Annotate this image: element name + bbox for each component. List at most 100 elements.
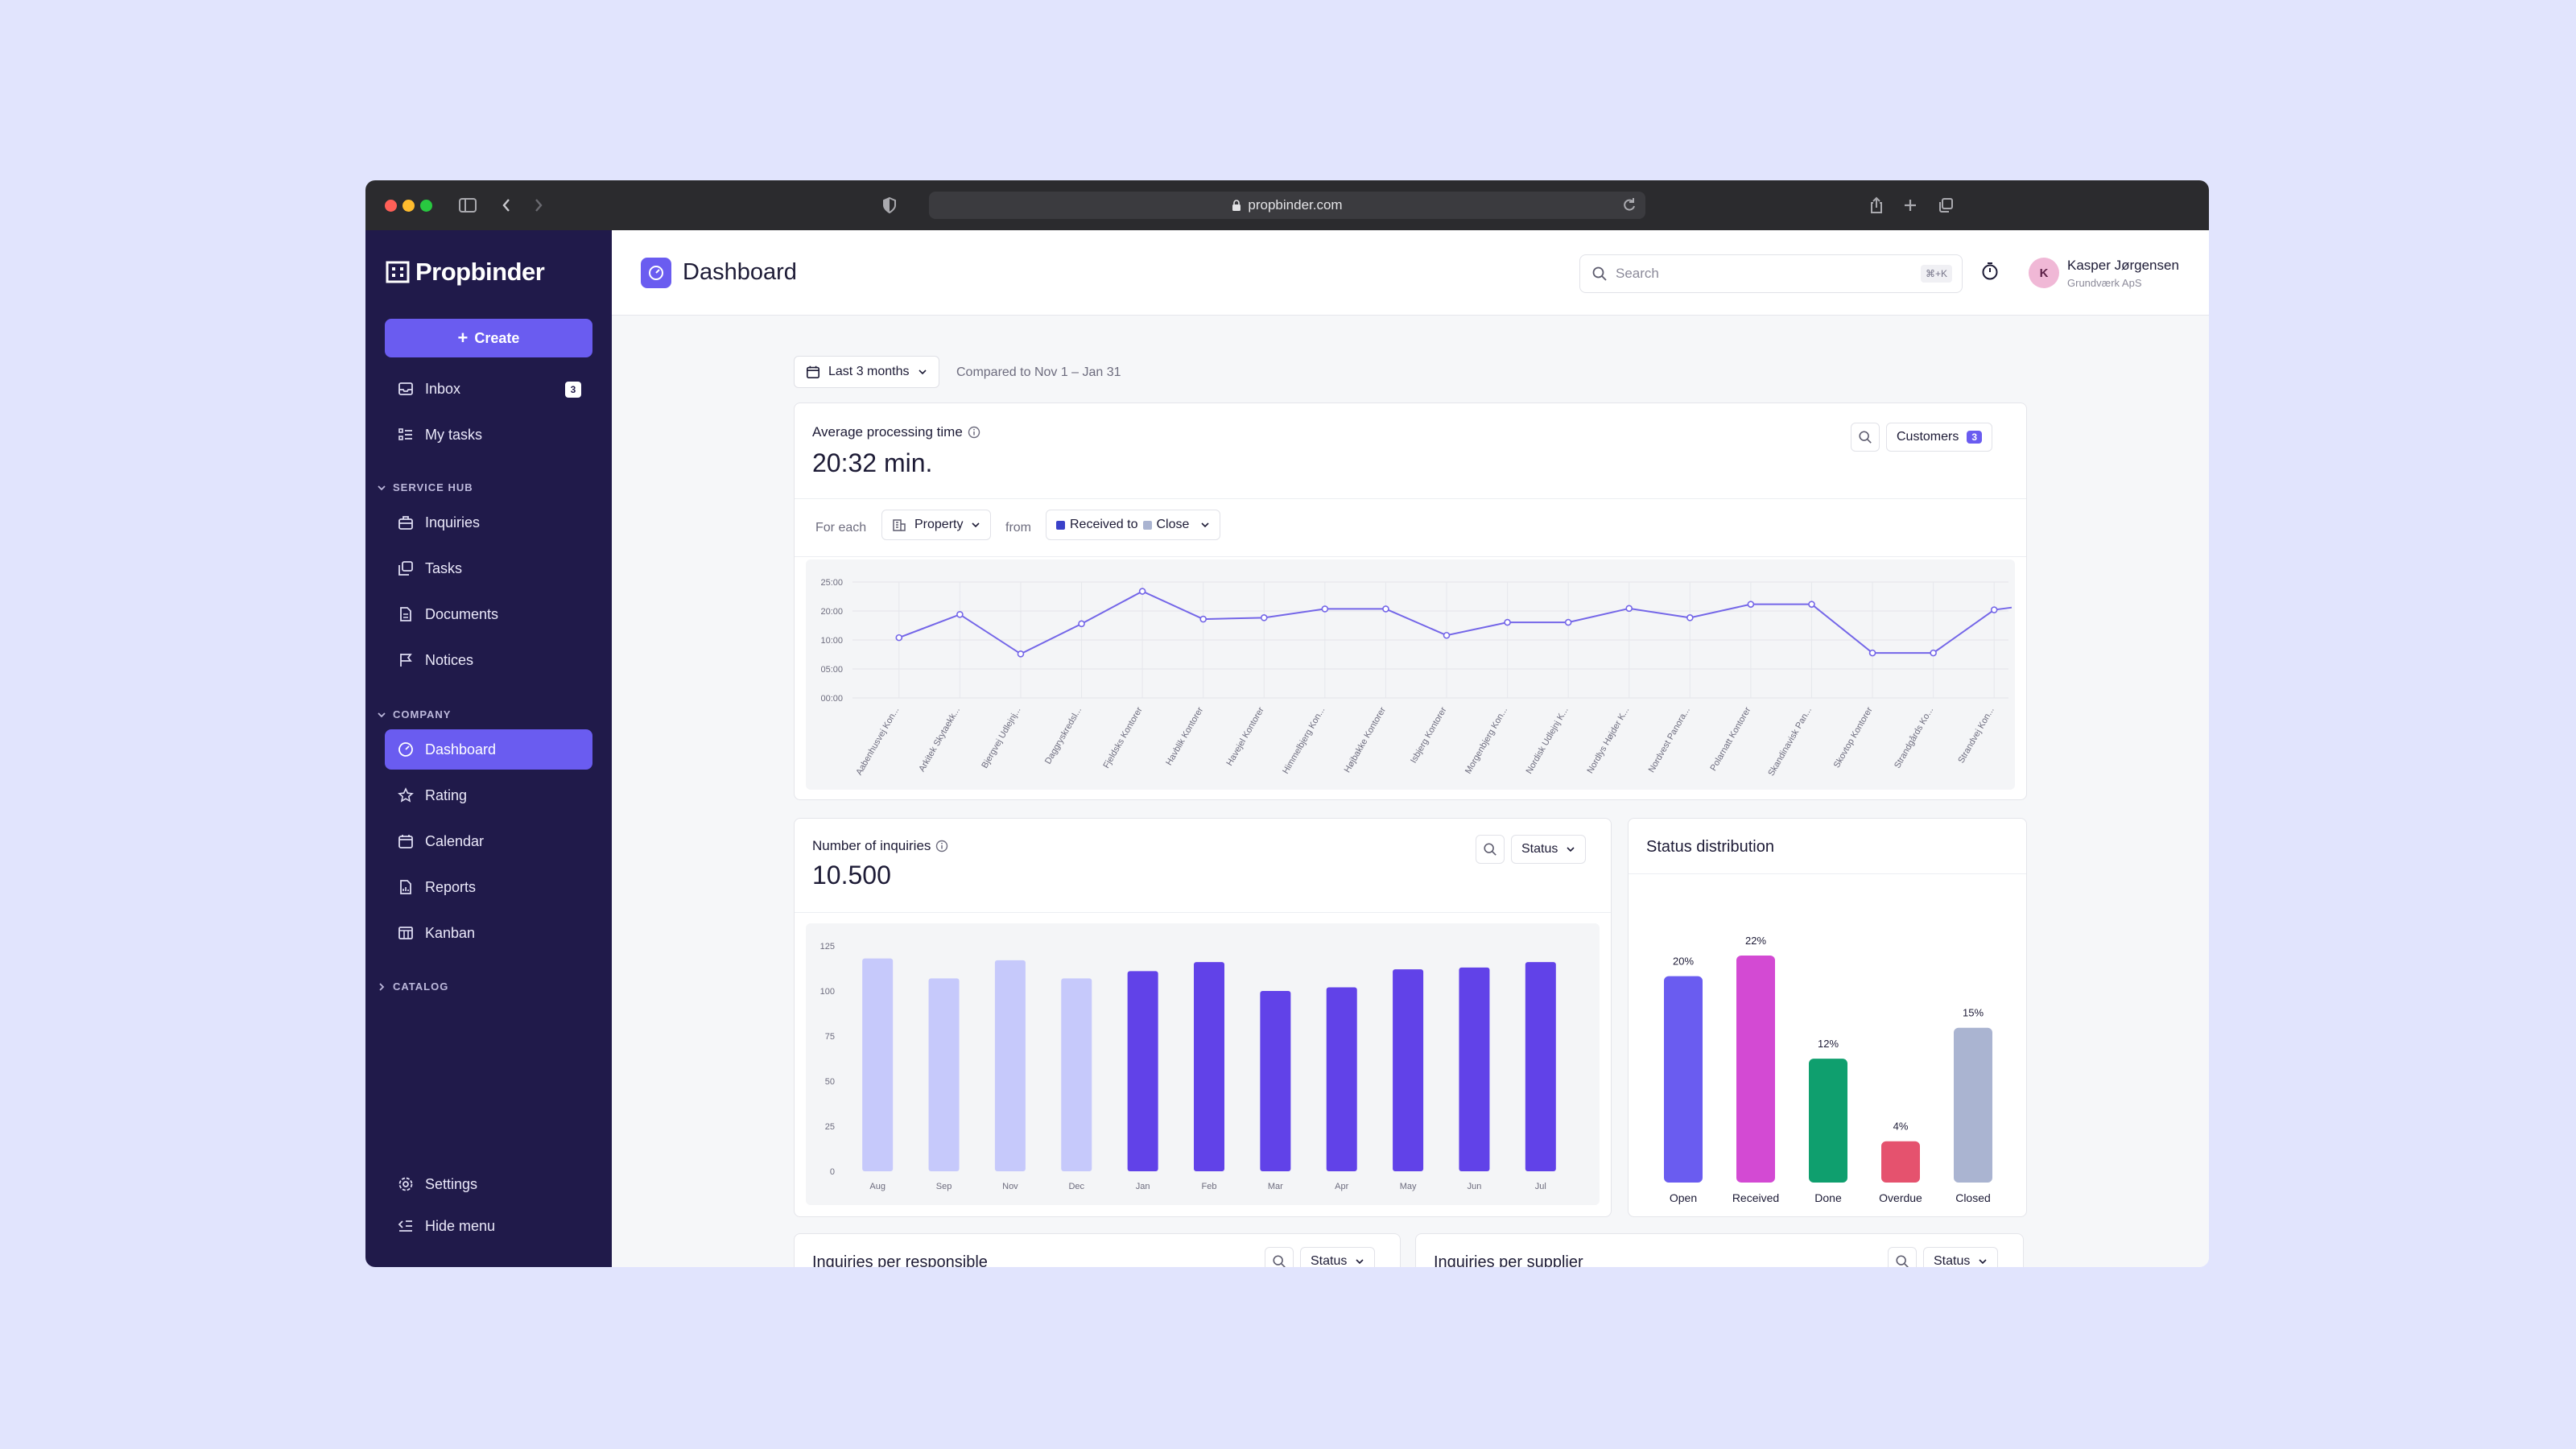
x-tick-label: Nordlys Højder K... — [1585, 706, 1631, 775]
nav-item-documents[interactable]: Documents — [385, 594, 592, 634]
chevron-down-icon — [972, 522, 980, 528]
new-tab-icon[interactable] — [1898, 193, 1922, 217]
group-by-select[interactable]: Property — [881, 510, 992, 540]
card-divider — [1629, 873, 2026, 874]
nav-item-tasks[interactable]: Tasks — [385, 548, 592, 588]
card-title-text: Average processing time — [812, 424, 963, 440]
tab-overview-icon[interactable] — [1934, 193, 1958, 217]
y-tick-label: 100 — [820, 987, 835, 997]
browser-toolbar: propbinder.com — [365, 180, 2209, 230]
chevron-right-icon — [379, 982, 385, 991]
avatar[interactable]: K — [2029, 258, 2059, 288]
card-title-text: Number of inquiries — [812, 838, 931, 853]
x-tick-label: Feb — [1202, 1182, 1217, 1191]
nav-item-notices[interactable]: Notices — [385, 640, 592, 680]
info-icon[interactable] — [968, 426, 980, 439]
x-tick-label: Bjergvej Udlejnj... — [980, 706, 1022, 770]
responsible-search-button[interactable] — [1265, 1247, 1294, 1267]
info-icon[interactable] — [935, 840, 948, 852]
brand-logo[interactable]: Propbinder — [385, 258, 545, 287]
nav-item-dashboard[interactable]: Dashboard — [385, 729, 592, 770]
bar — [994, 960, 1026, 1171]
data-point — [1138, 588, 1146, 595]
status-category-label: Overdue — [1879, 1191, 1922, 1204]
section-service-hub[interactable]: SERVICE HUB — [377, 481, 473, 493]
maximize-window-button[interactable] — [420, 200, 432, 212]
processing-time-card: Average processing time 20:32 min. Custo… — [794, 402, 2027, 800]
status-category-label: Received — [1732, 1191, 1779, 1204]
create-button[interactable]: + Create — [385, 319, 592, 357]
inquiries-search-button[interactable] — [1476, 835, 1505, 864]
section-label: CATALOG — [393, 980, 449, 993]
forward-icon[interactable] — [526, 193, 551, 217]
data-point — [1930, 649, 1937, 657]
back-icon[interactable] — [494, 193, 518, 217]
responsible-status-select[interactable]: Status — [1300, 1247, 1376, 1267]
nav-label: Dashboard — [425, 741, 497, 758]
data-point — [1017, 650, 1025, 658]
close-window-button[interactable] — [385, 200, 397, 212]
x-tick-label: Jun — [1468, 1182, 1482, 1191]
share-icon[interactable] — [1864, 193, 1889, 217]
privacy-shield-icon[interactable] — [877, 193, 902, 217]
inquiries-status-select[interactable]: Status — [1511, 835, 1587, 864]
nav-label: Rating — [425, 786, 468, 803]
processing-time-title: Average processing time — [812, 424, 980, 440]
hide-menu-button[interactable]: Hide menu — [385, 1206, 592, 1246]
y-tick-label: 00:00 — [820, 694, 843, 704]
supplier-status-select[interactable]: Status — [1923, 1247, 1999, 1267]
nav-label: Calendar — [425, 832, 485, 849]
bar — [862, 958, 894, 1171]
status-label: Status — [1521, 842, 1558, 856]
x-tick-label: Skandinavisk Pan... — [1766, 706, 1814, 778]
search-icon — [1484, 843, 1496, 856]
inquiries-per-supplier-card: Inquiries per supplier Status — [1415, 1233, 2024, 1267]
comparison-text: Compared to Nov 1 – Jan 31 — [956, 365, 1121, 379]
nav-item-settings[interactable]: Settings — [385, 1164, 592, 1204]
nav-item-my-tasks[interactable]: My tasks — [385, 415, 592, 455]
x-tick-label: Strandgårds Ko... — [1893, 706, 1935, 770]
data-point — [1443, 631, 1451, 639]
status-label: Status — [1934, 1254, 1971, 1267]
supplier-search-button[interactable] — [1888, 1247, 1917, 1267]
minimize-window-button[interactable] — [402, 200, 415, 212]
x-tick-label: Havejel Kontorer — [1225, 705, 1267, 767]
for-each-label: For each — [815, 521, 867, 535]
status-label: Status — [1311, 1254, 1348, 1267]
customers-filter-button[interactable]: Customers 3 — [1886, 423, 1993, 452]
brand-name: Propbinder — [415, 258, 545, 286]
period-select[interactable]: Last 3 months — [794, 356, 939, 388]
section-company[interactable]: COMPANY — [377, 708, 451, 720]
card-title-text: Inquiries per responsible — [812, 1253, 988, 1267]
nav-item-kanban[interactable]: Kanban — [385, 913, 592, 953]
status-bar — [1954, 1027, 1992, 1183]
nav-item-rating[interactable]: Rating — [385, 775, 592, 815]
nav-item-reports[interactable]: Reports — [385, 867, 592, 907]
search-input[interactable]: Search ⌘+K — [1579, 254, 1963, 293]
inbox-icon — [398, 382, 413, 395]
nav-item-inbox[interactable]: Inbox 3 — [385, 369, 592, 409]
x-tick-label: Apr — [1335, 1182, 1348, 1191]
data-point — [1564, 618, 1572, 626]
address-bar[interactable]: propbinder.com — [929, 192, 1645, 219]
nav-item-calendar[interactable]: Calendar — [385, 821, 592, 861]
kanban-icon — [398, 927, 413, 939]
timer-icon[interactable] — [1980, 261, 2000, 286]
status-category-label: Open — [1670, 1191, 1697, 1204]
reload-icon[interactable] — [1621, 196, 1637, 217]
star-icon — [398, 787, 414, 803]
status-percent-label: 4% — [1893, 1121, 1909, 1133]
status-distribution-card: Status distribution 20% Open 22% Received 12… — [1628, 818, 2027, 1217]
chevron-down-icon — [1567, 847, 1575, 852]
nav-item-inquiries[interactable]: Inquiries — [385, 502, 592, 543]
section-catalog[interactable]: CATALOG — [377, 980, 448, 993]
status-percent-label: 15% — [1963, 1007, 1984, 1019]
chevron-down-icon — [1979, 1259, 1987, 1265]
data-point — [895, 634, 903, 642]
user-name[interactable]: Kasper Jørgensen — [2067, 258, 2179, 273]
sidebar-toggle-icon[interactable] — [456, 193, 480, 217]
range-select[interactable]: Received to Close — [1046, 510, 1221, 540]
line-chart-area: 25:00 20:00 10:00 05:00 00:00 Aabenhusvej Kon… — [806, 559, 2015, 790]
processing-search-button[interactable] — [1851, 423, 1880, 452]
y-tick-label: 05:00 — [820, 665, 843, 675]
